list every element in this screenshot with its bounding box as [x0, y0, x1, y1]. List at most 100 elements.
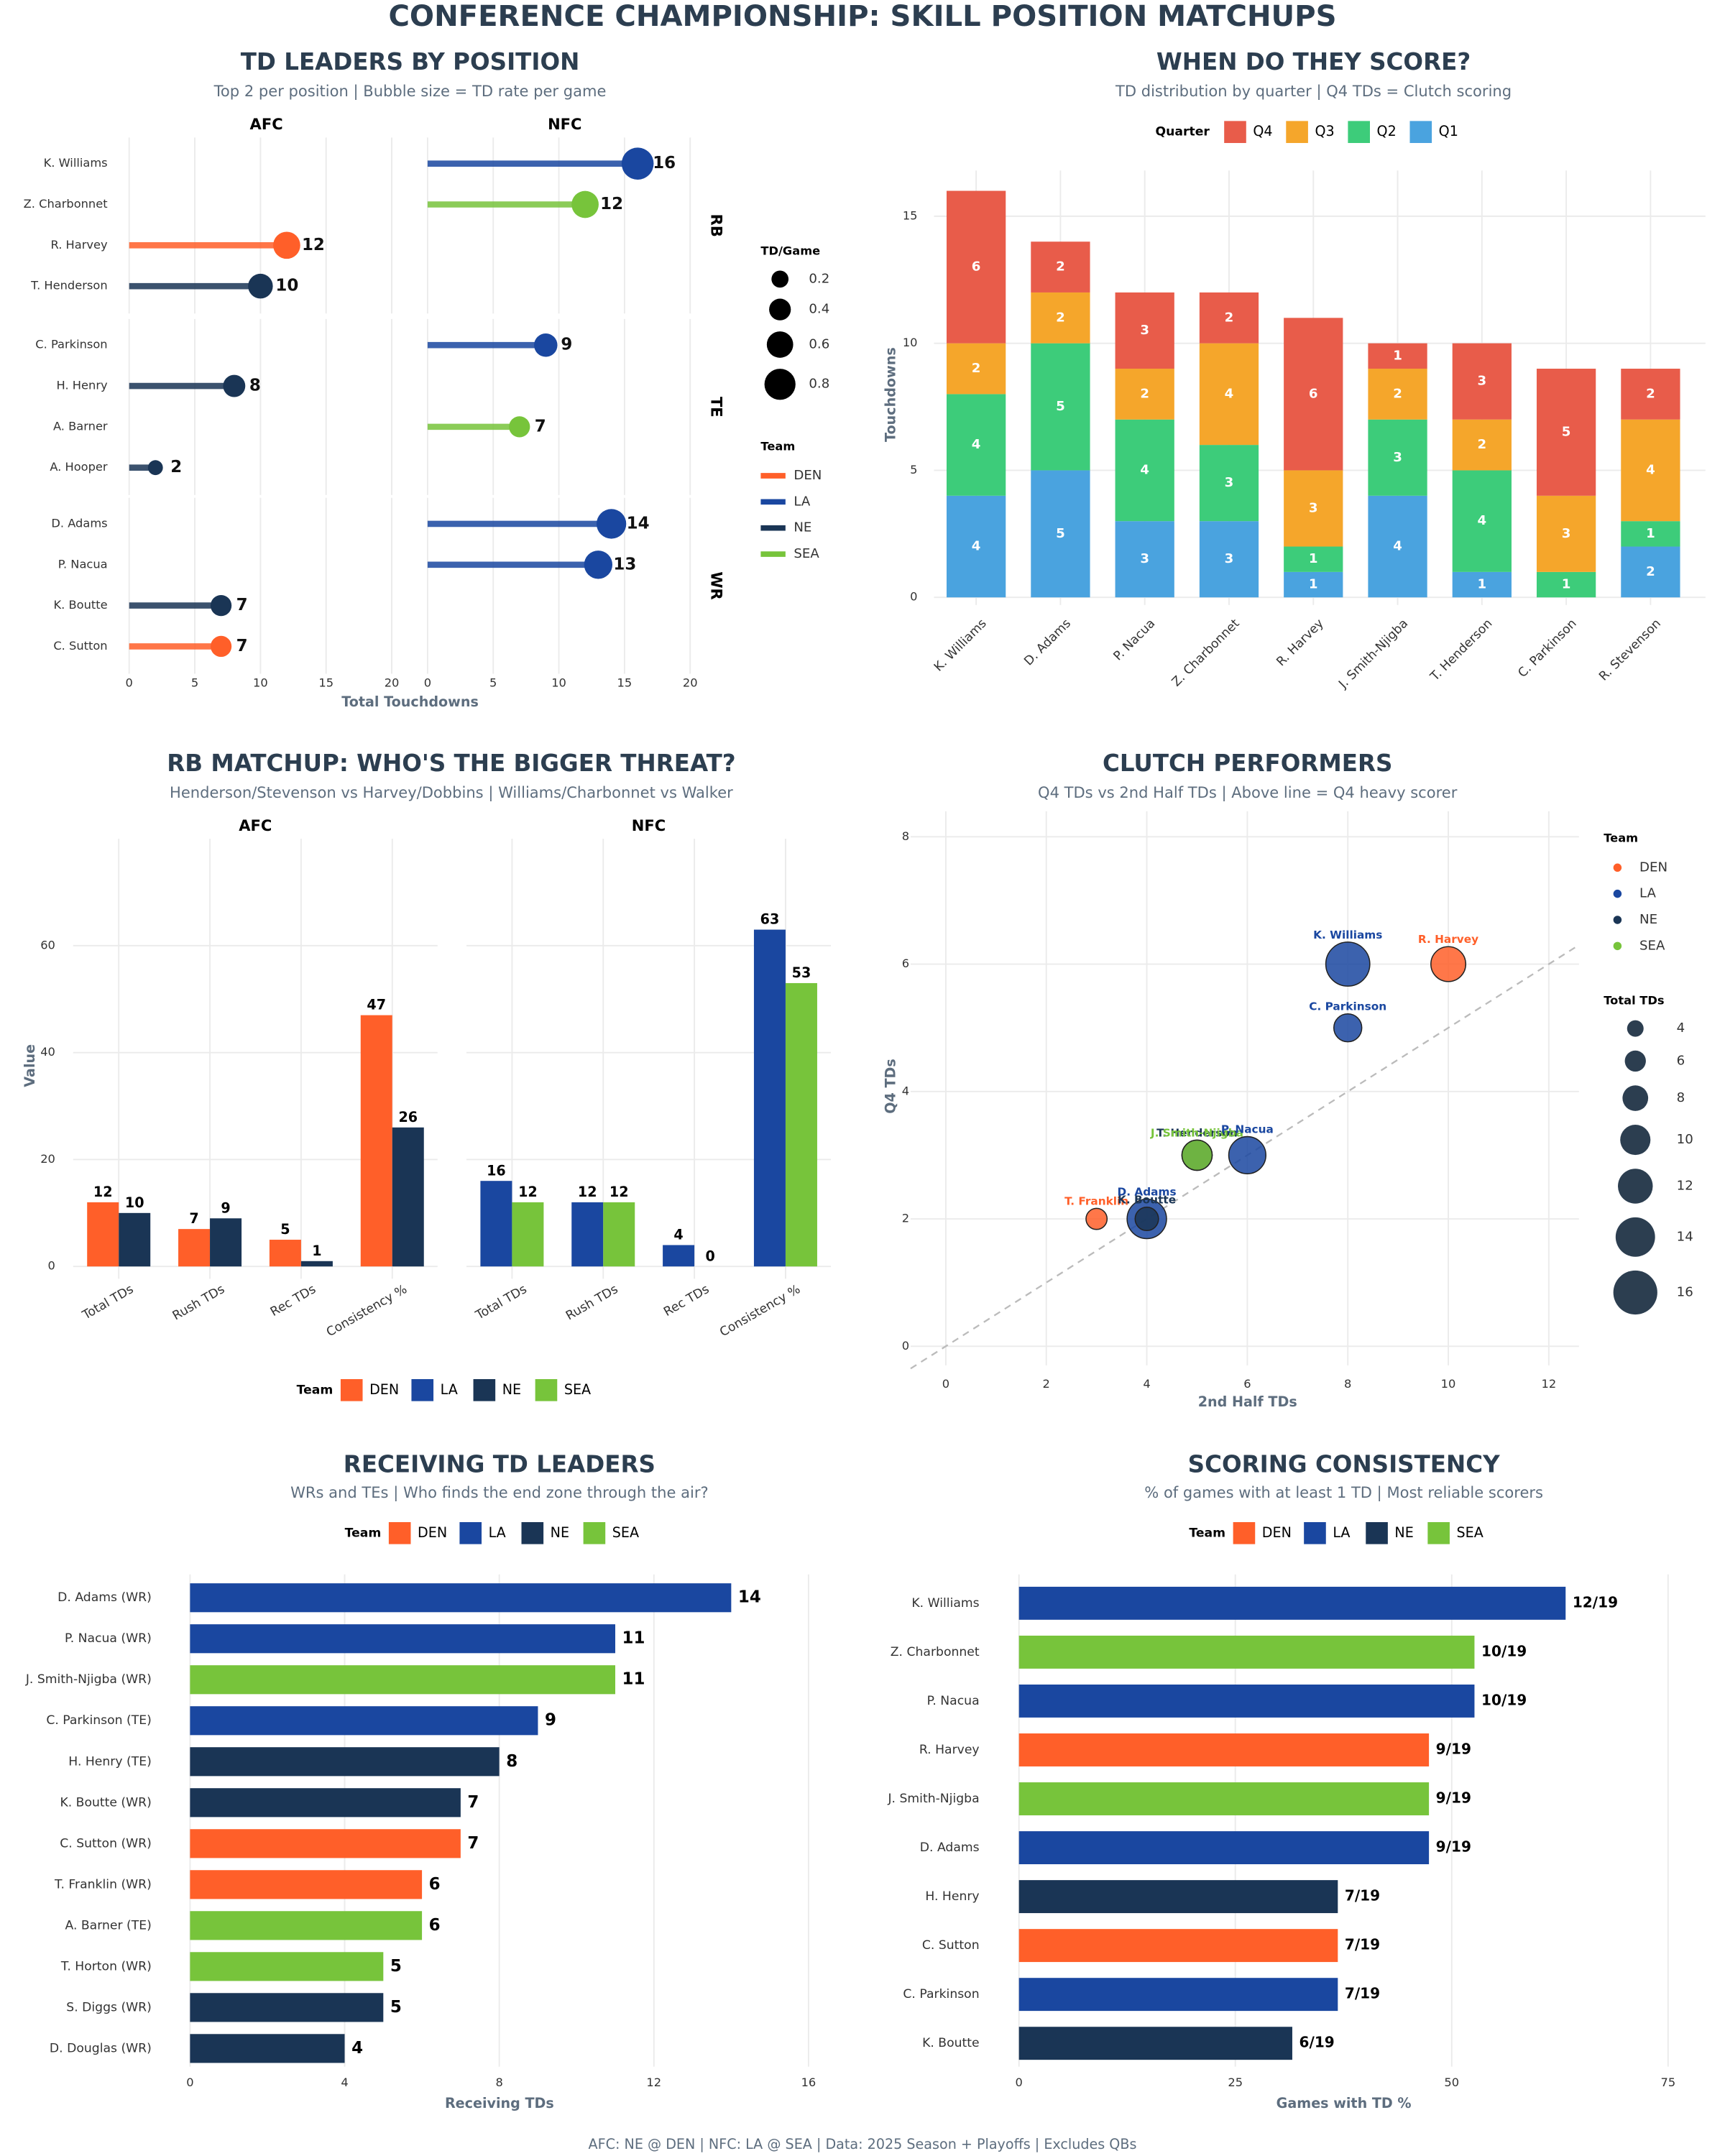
legend-label: NE: [1639, 912, 1657, 927]
bar-segment: [946, 495, 1006, 598]
x-tick-label: 8: [495, 2076, 502, 2089]
value-label: 3: [1140, 323, 1149, 338]
x-tick-label: 15: [617, 676, 632, 689]
facet-label: AFC: [250, 115, 283, 133]
bar: [480, 1181, 512, 1267]
value-label: 7: [236, 596, 248, 614]
value-label: 12: [600, 195, 623, 213]
legend-swatch: [1613, 863, 1622, 872]
bar: [190, 1624, 616, 1654]
x-tick-label: 12: [646, 2076, 661, 2089]
bar: [190, 1665, 616, 1695]
bar: [753, 929, 786, 1267]
bar-segment: [1284, 470, 1343, 547]
player-label: T. Henderson: [30, 279, 108, 292]
value-label: 10/19: [1481, 1691, 1527, 1708]
x-tick-label: 5: [191, 676, 198, 689]
point: [1325, 941, 1371, 987]
bar: [1018, 1782, 1430, 1815]
bar: [603, 1202, 635, 1267]
legend-title: Team: [760, 439, 795, 453]
legend-swatch: [1304, 1521, 1326, 1544]
bar-segment: [1536, 369, 1596, 496]
value-label: 1: [1646, 526, 1655, 541]
player-label: Z. Charbonnet: [24, 197, 108, 211]
value-label: 47: [367, 997, 386, 1013]
legend-label: SEA: [1639, 938, 1665, 953]
chart-subtitle: Q4 TDs vs 2nd Half TDs | Above line = Q4…: [1038, 783, 1458, 802]
value-label: 7/19: [1345, 1887, 1380, 1904]
legend-label: 12: [1677, 1179, 1693, 1194]
legend-label: 8: [1677, 1090, 1685, 1105]
x-axis-label: 2nd Half TDs: [1198, 1393, 1297, 1410]
x-tick-label: 2: [1043, 1377, 1050, 1391]
value-label: 26: [398, 1109, 418, 1125]
x-tick-label: 10: [1441, 1377, 1456, 1391]
value-label: 4: [972, 539, 981, 554]
value-label: 1: [1562, 577, 1571, 592]
x-tick-label: 10: [253, 676, 268, 689]
legend-label: 0.8: [809, 377, 829, 392]
bar: [512, 1202, 544, 1267]
legend-title: Team: [1604, 831, 1638, 845]
bar-segment: [1368, 495, 1427, 598]
value-label: 63: [760, 911, 780, 928]
bar: [269, 1240, 301, 1267]
value-label: 1: [1393, 348, 1402, 363]
point-label: C. Parkinson: [1309, 1000, 1386, 1013]
legend-label: Q2: [1377, 123, 1397, 139]
legend-swatch: [388, 1521, 411, 1544]
legend-size: [1615, 1217, 1655, 1257]
value-label: 8: [506, 1752, 518, 1771]
value-label: 3: [1225, 475, 1234, 490]
value-label: 9: [545, 1711, 556, 1730]
value-label: 7/19: [1345, 1936, 1380, 1953]
value-label: 5: [1562, 424, 1571, 439]
y-tick-label: 40: [40, 1045, 55, 1059]
bar: [190, 1788, 461, 1818]
facet-label: RB: [707, 214, 725, 237]
y-tick-label: R. Harvey: [919, 1743, 980, 1757]
bar: [1018, 1831, 1430, 1865]
point-label: K. Boutte: [1118, 1194, 1176, 1207]
bar: [1018, 1635, 1475, 1669]
y-tick-label: S. Diggs (WR): [66, 2000, 152, 2014]
bar: [1018, 1880, 1338, 1914]
lollipop-point: [273, 231, 300, 259]
bar-segment: [1031, 241, 1090, 292]
facet-label: NFC: [548, 115, 581, 133]
value-label: 12: [518, 1184, 538, 1200]
y-tick-label: 20: [40, 1152, 55, 1166]
value-label: 6: [429, 1916, 441, 1935]
legend-label: SEA: [1457, 1524, 1484, 1541]
y-axis-label: Touchdowns: [883, 347, 899, 442]
lollipop-point: [596, 509, 627, 539]
y-tick-label: 0: [910, 590, 917, 604]
y-tick-label: 0: [902, 1339, 909, 1353]
x-axis-label: Total Touchdowns: [341, 694, 479, 710]
y-tick-label: 8: [902, 829, 909, 843]
legend-label: NE: [502, 1381, 521, 1398]
point-label: K. Williams: [1313, 929, 1382, 941]
bar-segment: [1284, 571, 1343, 598]
y-tick-label: Z. Charbonnet: [891, 1645, 980, 1659]
legend-label: LA: [1333, 1524, 1350, 1541]
value-label: 4: [1478, 513, 1487, 528]
bar: [190, 1706, 538, 1736]
chart-title: TD LEADERS BY POSITION: [241, 48, 580, 75]
value-label: 1: [1309, 577, 1318, 592]
player-label: K. Williams: [44, 156, 108, 170]
legend-swatch: [1233, 1521, 1256, 1544]
legend-label: Q3: [1315, 123, 1334, 139]
y-axis-label: Q4 TDs: [883, 1059, 899, 1114]
legend-title: Team: [1189, 1526, 1225, 1540]
y-tick-label: 6: [902, 957, 909, 970]
legend-label: 0.2: [809, 271, 829, 286]
point-label: T. Franklin: [1064, 1194, 1128, 1207]
value-label: 2: [972, 361, 981, 376]
point-label: R. Harvey: [1418, 933, 1478, 946]
chart-subtitle: Top 2 per position | Bubble size = TD ra…: [213, 82, 607, 101]
bar: [360, 1015, 392, 1267]
point: [1228, 1135, 1266, 1175]
